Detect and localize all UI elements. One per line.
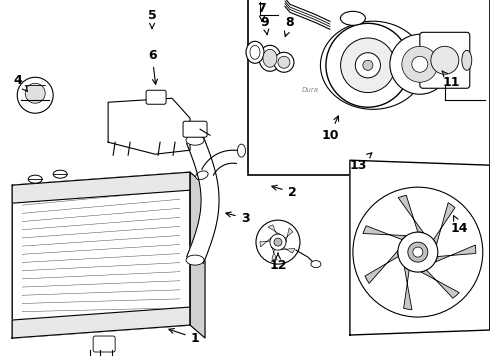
- Polygon shape: [398, 195, 424, 233]
- Circle shape: [274, 52, 294, 72]
- Ellipse shape: [53, 170, 67, 178]
- Polygon shape: [12, 172, 190, 338]
- Polygon shape: [434, 203, 455, 245]
- Text: 9: 9: [261, 16, 270, 35]
- Ellipse shape: [263, 49, 277, 67]
- Circle shape: [278, 56, 290, 68]
- Circle shape: [431, 46, 459, 74]
- Ellipse shape: [246, 41, 264, 63]
- Text: 5: 5: [147, 9, 156, 28]
- Circle shape: [402, 46, 438, 82]
- Polygon shape: [12, 172, 190, 203]
- Polygon shape: [108, 98, 190, 154]
- Circle shape: [390, 34, 450, 94]
- Ellipse shape: [196, 171, 208, 180]
- Polygon shape: [190, 172, 205, 338]
- Circle shape: [341, 38, 395, 93]
- Circle shape: [363, 60, 373, 70]
- Polygon shape: [363, 226, 407, 240]
- Text: 3: 3: [226, 212, 249, 225]
- Circle shape: [25, 83, 45, 103]
- Ellipse shape: [311, 261, 321, 267]
- FancyBboxPatch shape: [183, 121, 207, 137]
- Text: Dura: Dura: [301, 87, 319, 93]
- Text: 12: 12: [269, 253, 287, 271]
- Text: 11: 11: [442, 71, 461, 89]
- Circle shape: [413, 247, 423, 257]
- Polygon shape: [268, 225, 280, 234]
- Polygon shape: [202, 150, 239, 175]
- Circle shape: [17, 77, 53, 113]
- Circle shape: [326, 23, 410, 107]
- Circle shape: [353, 187, 483, 317]
- Text: 2: 2: [272, 185, 296, 199]
- FancyBboxPatch shape: [146, 90, 166, 104]
- Circle shape: [270, 234, 286, 250]
- FancyBboxPatch shape: [93, 336, 115, 352]
- Ellipse shape: [250, 45, 260, 59]
- FancyBboxPatch shape: [420, 32, 470, 88]
- Ellipse shape: [186, 255, 204, 265]
- Ellipse shape: [259, 45, 281, 71]
- Circle shape: [355, 53, 380, 78]
- Ellipse shape: [238, 144, 245, 157]
- Polygon shape: [435, 245, 476, 262]
- Polygon shape: [421, 270, 459, 298]
- Bar: [248, 0, 490, 175]
- Polygon shape: [285, 228, 293, 242]
- Circle shape: [412, 56, 428, 72]
- Circle shape: [408, 242, 428, 262]
- Ellipse shape: [28, 175, 42, 183]
- Text: 13: 13: [349, 153, 372, 172]
- Polygon shape: [350, 160, 490, 335]
- Ellipse shape: [462, 50, 472, 70]
- Text: 8: 8: [284, 16, 294, 36]
- Text: 10: 10: [321, 116, 339, 142]
- Polygon shape: [271, 247, 277, 260]
- Polygon shape: [260, 237, 271, 247]
- Text: 1: 1: [169, 329, 199, 345]
- Text: 4: 4: [14, 74, 27, 91]
- Circle shape: [256, 220, 300, 264]
- Circle shape: [274, 238, 282, 246]
- Polygon shape: [187, 137, 219, 264]
- Text: 7: 7: [258, 2, 267, 21]
- Ellipse shape: [186, 135, 204, 145]
- Polygon shape: [365, 251, 398, 283]
- Polygon shape: [12, 307, 190, 338]
- Text: 6: 6: [148, 49, 157, 84]
- Ellipse shape: [341, 11, 366, 25]
- Polygon shape: [404, 267, 412, 310]
- Text: 14: 14: [451, 216, 468, 235]
- Polygon shape: [280, 248, 295, 253]
- Circle shape: [398, 232, 438, 272]
